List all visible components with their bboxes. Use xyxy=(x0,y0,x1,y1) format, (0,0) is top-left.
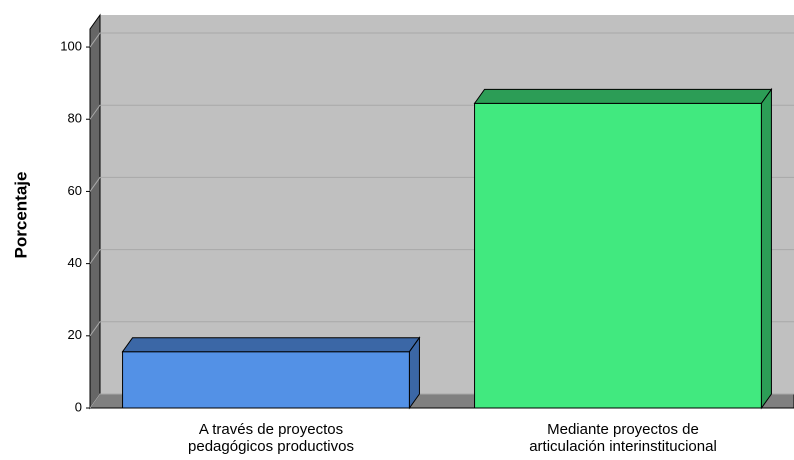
y-tick-label: 80 xyxy=(68,111,82,126)
bar xyxy=(122,351,410,409)
x-tick-label: pedagógicos productivos xyxy=(188,438,354,455)
y-tick-label: 20 xyxy=(68,327,82,342)
x-tick-label: A través de proyectos xyxy=(199,421,343,438)
grid-line xyxy=(89,32,794,48)
x-tick-label: articulación interinstitucional xyxy=(529,438,717,455)
bar-top xyxy=(121,337,421,353)
x-tick-label: Mediante proyectos de xyxy=(547,421,699,438)
bar xyxy=(474,102,762,409)
bar-side xyxy=(760,87,772,410)
y-tick-label: 100 xyxy=(60,38,82,53)
y-tick-label: 60 xyxy=(68,183,82,198)
bar-side xyxy=(408,336,420,410)
y-tick-label: 40 xyxy=(68,255,82,270)
bar-top xyxy=(473,88,773,104)
y-tick-label: 0 xyxy=(75,399,82,414)
left-wall xyxy=(89,13,101,410)
y-axis-label: Porcentaje xyxy=(11,172,30,259)
